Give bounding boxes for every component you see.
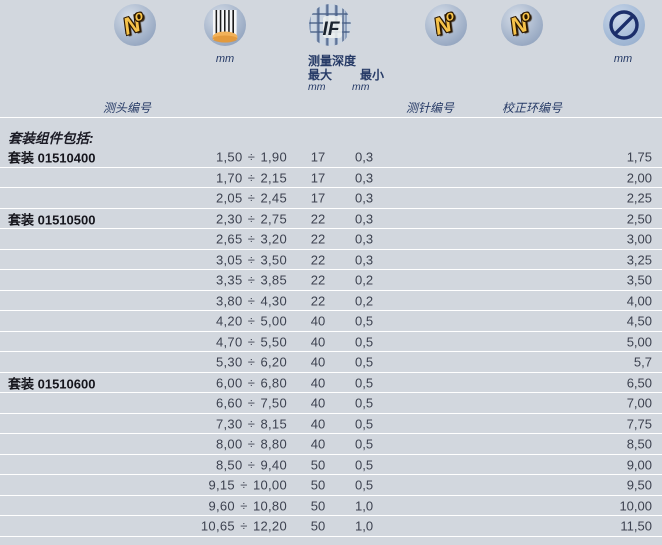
svg-text:IF: IF	[323, 19, 341, 40]
